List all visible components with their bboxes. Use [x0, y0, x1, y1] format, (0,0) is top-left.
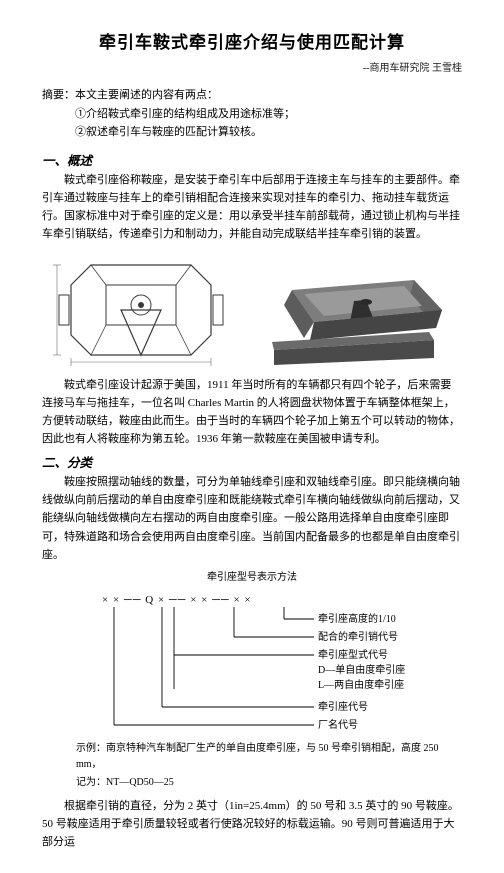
abstract-point-2: ②叙述牵引车与鞍座的匹配计算较核。	[42, 123, 462, 142]
page-title: 牵引车鞍式牵引座介绍与使用匹配计算	[42, 28, 462, 53]
diagram-label-3b: L—两自由度牵引座	[318, 678, 404, 691]
abstract-label: 摘要：本文主要阐述的内容有两点：	[42, 89, 218, 101]
section-2-heading: 二、分类	[42, 452, 462, 471]
diagram-label-5: 厂名代号	[318, 718, 358, 731]
diagram-label-4: 牵引座代号	[318, 700, 368, 713]
abstract-lead: 摘要：本文主要阐述的内容有两点：	[42, 86, 462, 105]
between-paragraph: 鞍式牵引座设计起源于美国，1911 年当时所有的车辆都只有四个轮子，后来需要连接…	[42, 376, 462, 449]
diagram-caption: 牵引座型号表示方法	[42, 568, 462, 583]
diagram-label-3: 牵引座型式代号	[318, 648, 388, 661]
code-pattern: × × ── Q × ── × × ── × ×	[102, 594, 252, 606]
diagram-label-2: 配合的牵引销代号	[318, 630, 398, 643]
figure-drawing-left	[51, 250, 231, 370]
abstract-point-1: ①介绍鞍式牵引座的结构组成及用途标准等；	[42, 105, 462, 124]
author-line: --商用车研究院 王雪桂	[42, 59, 462, 74]
figure-photo-right	[254, 250, 454, 370]
diagram-label-1: 牵引座高度的1/10	[318, 612, 396, 625]
example-line-1: 示例：南京特种汽车制配厂生产的单自由度牵引座，与 50 号牵引销相配，高度 25…	[76, 741, 462, 773]
tail-paragraph: 根据牵引销的直径，分为 2 英寸（1in=25.4mm）的 50 号和 3.5 …	[42, 797, 462, 851]
model-code-diagram: × × ── Q × ── × × ── × × 牵引座高度的1/10 配合的牵…	[102, 589, 462, 739]
example-line-2: 记为：NT—QD50—25	[76, 775, 462, 791]
diagram-label-3a: D—单自由度牵引座	[318, 663, 405, 676]
abstract-block: 摘要：本文主要阐述的内容有两点： ①介绍鞍式牵引座的结构组成及用途标准等； ②叙…	[42, 86, 462, 142]
document-page: 牵引车鞍式牵引座介绍与使用匹配计算 --商用车研究院 王雪桂 摘要：本文主要阐述…	[0, 0, 504, 873]
section-1-heading: 一、概述	[42, 150, 462, 169]
section-2-paragraph: 鞍座按照摆动轴线的数量，可分为单轴线牵引座和双轴线牵引座。即只能绕横向轴线做纵向…	[42, 473, 462, 564]
figure-row	[42, 250, 462, 370]
section-1-paragraph: 鞍式牵引座俗称鞍座，是安装于牵引车中后部用于连接主车与挂车的主要部件。牵引车通过…	[42, 171, 462, 244]
